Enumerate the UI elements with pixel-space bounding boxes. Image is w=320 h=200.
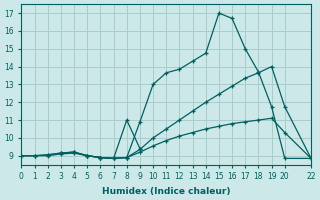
X-axis label: Humidex (Indice chaleur): Humidex (Indice chaleur) bbox=[102, 187, 230, 196]
